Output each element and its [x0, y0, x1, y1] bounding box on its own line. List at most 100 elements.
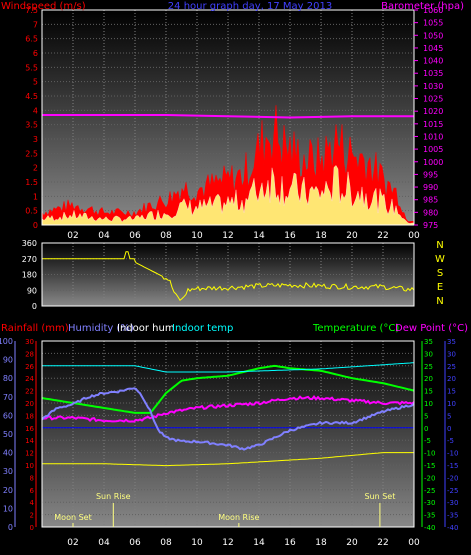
wind-title: Windspeed (m/s) [1, 1, 86, 12]
temp-x-tick: 12 [222, 538, 233, 548]
event-label: Moon Rise [218, 513, 259, 522]
dew-y-tick: -5 [447, 437, 454, 445]
rain-y-tick: 0 [30, 524, 34, 532]
rain-y-tick: 10 [25, 462, 34, 470]
dewpoint-line [41, 394, 415, 423]
humidity-y-tick: 70 [3, 393, 13, 402]
humidity-y-tick: 60 [3, 411, 13, 420]
wind-y-tick: 2 [33, 164, 38, 173]
humidity-y-tick: 80 [3, 374, 13, 383]
dew-y-tick: -25 [447, 487, 458, 495]
baro-y-tick: 990 [423, 183, 438, 192]
temp-x-tick: 00 [408, 538, 420, 548]
dew-y-tick: -20 [447, 474, 458, 482]
baro-y-tick: 1035 [423, 69, 443, 78]
temp-y-tick: -15 [424, 462, 435, 470]
wind-x-tick: 14 [253, 231, 265, 241]
wind-series [41, 105, 415, 226]
direction-y-axis: 0 90 180 270 360 [22, 239, 37, 311]
wind-x-tick: 04 [98, 231, 110, 241]
direction-line [42, 251, 415, 301]
humidity-y-tick: 10 [3, 504, 13, 513]
wind-x-tick: 18 [315, 231, 327, 241]
temp-y-tick: -30 [424, 499, 435, 507]
baro-y-tick: 985 [423, 196, 438, 205]
direction-y-tick: 270 [22, 255, 37, 264]
baro-y-tick: 975 [423, 221, 438, 230]
wind-y-tick: 1 [33, 192, 38, 201]
rain-y-tick: 12 [25, 450, 34, 458]
baro-y-tick: 1015 [423, 120, 443, 129]
event-label: Sun Set [364, 492, 395, 501]
wind-y-tick: 3 [33, 135, 38, 144]
astro-events: Moon Set Sun Rise Moon Rise Sun Set [54, 492, 395, 527]
dew-y-tick: 30 [447, 350, 456, 358]
baro-y-axis: 975 980 985 990 995 1000 1005 1010 1015 1020 1025 1… [414, 6, 443, 230]
direction-y-tick: 0 [32, 302, 37, 311]
graph-date-title: 24 hour graph day, 17 May 2013 [168, 1, 332, 12]
temp-frame [41, 340, 415, 528]
baro-line [42, 114, 414, 119]
wind-y-tick: 0 [33, 221, 38, 230]
wind-x-tick: 22 [377, 231, 388, 241]
baro-y-tick: 1005 [423, 145, 443, 154]
temp-y-tick: 15 [424, 388, 433, 396]
wind-y-tick: 7 [33, 20, 38, 29]
event-label: Moon Set [54, 513, 91, 522]
temp-y-tick: 5 [424, 412, 428, 420]
temp-y-tick: 0 [424, 425, 428, 433]
rain-y-tick: 26 [25, 363, 34, 371]
indoor-hum-line [42, 452, 414, 467]
temp-y-tick: -40 [424, 524, 435, 532]
rain-y-tick: 20 [25, 400, 34, 408]
temp-x-tick: 06 [129, 538, 141, 548]
baro-y-tick: 1055 [423, 19, 443, 28]
temp-x-tick: 02 [67, 538, 78, 548]
indoor-hum-legend: Indoor hum [117, 323, 175, 334]
rain-y-tick: 14 [25, 437, 34, 445]
rain-y-tick: 28 [25, 350, 34, 358]
temp-x-tick: 08 [160, 538, 172, 548]
humidity-y-tick: 50 [3, 430, 13, 439]
temp-y-tick: 35 [424, 338, 433, 346]
temperature-line [41, 364, 415, 414]
wind-y-axis: 0 0.5 1 1.5 2 2.5 3 3.5 4 4.5 5 5.5 6 6.5 7 7.5 [25, 6, 38, 230]
indoor-temp-legend: Indoor temp [172, 323, 233, 334]
temp-x-tick: 16 [284, 538, 296, 548]
event-label: Sun Rise [96, 492, 131, 501]
temp-y-tick: -5 [424, 437, 431, 445]
humidity-legend: Humidity (%) [68, 323, 134, 334]
baro-y-tick: 1030 [423, 82, 443, 91]
wind-y-tick: 5.5 [25, 63, 38, 72]
dew-y-tick: 10 [447, 400, 456, 408]
temp-x-axis: 02 04 06 08 10 12 14 16 18 20 22 00 [67, 538, 420, 548]
wind-avg-area [41, 165, 415, 226]
baro-y-tick: 1025 [423, 95, 443, 104]
dew-y-tick: -30 [447, 499, 458, 507]
baro-title: Barometer (hpa) [381, 1, 464, 12]
baro-y-tick: 1010 [423, 132, 443, 141]
indoor-temp-line [42, 362, 415, 373]
rain-legend: Rainfall (mm) [1, 323, 69, 334]
wind-x-tick: 12 [222, 231, 233, 241]
humidity-y-tick: 90 [3, 356, 13, 365]
humidity-y-tick: 20 [3, 486, 13, 495]
temp-grid [42, 340, 415, 528]
baro-y-tick: 1050 [423, 31, 443, 40]
wind-y-tick: 3.5 [25, 121, 38, 130]
humidity-y-tick: 40 [3, 449, 13, 458]
temperature-legend: Temperature (°C) [312, 323, 399, 334]
dew-y-tick: -15 [447, 462, 458, 470]
direction-y-tick: 180 [22, 271, 37, 280]
temp-y-tick: 25 [424, 363, 433, 371]
dew-y-tick: -40 [447, 524, 458, 532]
baro-y-tick: 980 [423, 208, 438, 217]
wind-x-tick: 08 [160, 231, 172, 241]
temp-x-tick: 20 [346, 538, 358, 548]
rain-y-tick: 6 [30, 487, 35, 495]
wind-x-tick: 16 [284, 231, 296, 241]
rain-y-tick: 8 [30, 474, 34, 482]
wind-x-tick: 00 [408, 231, 420, 241]
wind-x-tick: 20 [346, 231, 358, 241]
